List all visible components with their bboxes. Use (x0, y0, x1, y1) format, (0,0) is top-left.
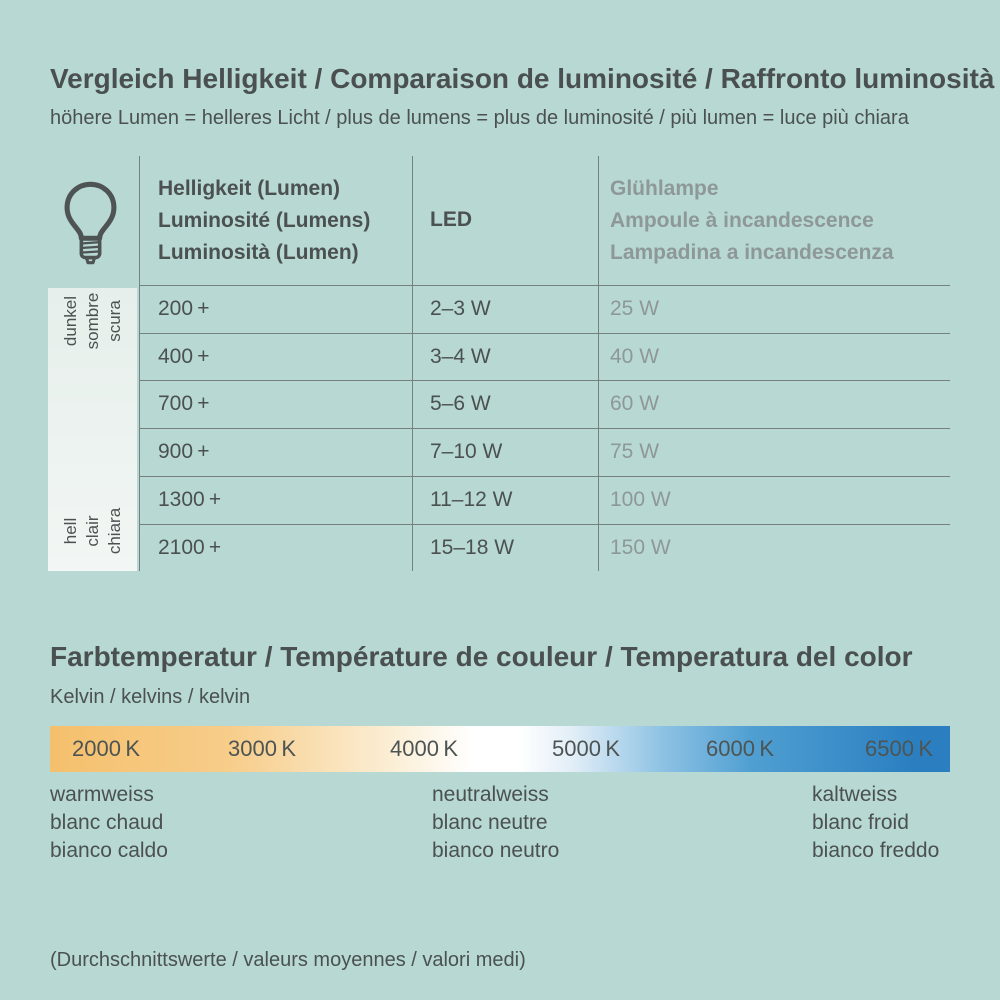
table-divider-horizontal (140, 428, 950, 429)
scale-label-dark: dunkel sombre scura (61, 292, 124, 350)
led-watt-value: 11–12 W (430, 488, 513, 511)
lumen-column-header: Helligkeit (Lumen) Luminosité (Lumens) L… (158, 177, 371, 264)
table-row: 200 + 2–3 W 25 W (140, 285, 950, 333)
table-row: 1300 + 11–12 W 100 W (140, 476, 950, 524)
kelvin-tick-2000: 2000 K (72, 736, 141, 761)
led-column-header: LED (430, 208, 472, 231)
table-divider-horizontal (140, 380, 950, 381)
incandescent-watt-value: 40 W (610, 345, 660, 368)
table-row: 2100 + 15–18 W 150 W (140, 524, 950, 572)
brightness-section-title: Vergleich Helligkeit / Comparaison de lu… (50, 63, 995, 94)
led-watt-value: 7–10 W (430, 440, 503, 463)
kelvin-tick-5000: 5000 K (552, 736, 621, 761)
cold-white-label: kaltweiss blanc froid bianco freddo (812, 783, 940, 862)
led-watt-value: 2–3 W (430, 297, 491, 320)
neutral-white-label: neutralweiss blanc neutre bianco neutro (432, 783, 560, 862)
incandescent-watt-value: 75 W (610, 440, 660, 463)
brightness-scale-strip (48, 288, 137, 571)
kelvin-gradient-bar: 2000 K 3000 K 4000 K 5000 K 6000 K 6500 … (50, 726, 950, 772)
color-temperature-section-title: Farbtemperatur / Température de couleur … (50, 641, 913, 672)
led-watt-value: 3–4 W (430, 345, 491, 368)
lumen-value: 200 + (158, 297, 210, 320)
incandescent-watt-value: 100 W (610, 488, 671, 511)
led-watt-value: 5–6 W (430, 392, 491, 415)
incandescent-column-header: Glühlampe Ampoule à incandescence Lampad… (610, 177, 894, 264)
kelvin-tick-6500: 6500 K (865, 736, 934, 761)
lumen-value: 900 + (158, 440, 210, 463)
scale-label-bright: hell clair chiara (61, 507, 124, 555)
table-divider-vertical (139, 156, 140, 571)
kelvin-tick-3000: 3000 K (228, 736, 297, 761)
average-values-note: (Durchschnittswerte / valeurs moyennes /… (50, 949, 526, 971)
table-divider-horizontal (140, 476, 950, 477)
lumen-value: 400 + (158, 345, 210, 368)
lumen-value: 2100 + (158, 536, 222, 559)
warm-white-label: warmweiss blanc chaud bianco caldo (50, 783, 168, 862)
kelvin-tick-4000: 4000 K (390, 736, 459, 761)
table-divider-horizontal (140, 285, 950, 286)
brightness-section-subtitle: höhere Lumen = helleres Licht / plus de … (50, 107, 909, 129)
incandescent-watt-value: 150 W (610, 536, 671, 559)
kelvin-tick-6000: 6000 K (706, 736, 775, 761)
lumen-value: 700 + (158, 392, 210, 415)
led-watt-value: 15–18 W (430, 536, 515, 559)
table-divider-vertical (598, 156, 599, 571)
table-divider-horizontal (140, 524, 950, 525)
kelvin-subtitle: Kelvin / kelvins / kelvin (50, 686, 251, 708)
incandescent-watt-value: 25 W (610, 297, 660, 320)
table-row: 700 + 5–6 W 60 W (140, 380, 950, 428)
table-divider-vertical (412, 156, 413, 571)
table-row: 400 + 3–4 W 40 W (140, 333, 950, 381)
table-divider-horizontal (140, 333, 950, 334)
lumen-value: 1300 + (158, 488, 222, 511)
lightbulb-icon (64, 181, 117, 265)
table-row: 900 + 7–10 W 75 W (140, 428, 950, 476)
incandescent-watt-value: 60 W (610, 392, 660, 415)
